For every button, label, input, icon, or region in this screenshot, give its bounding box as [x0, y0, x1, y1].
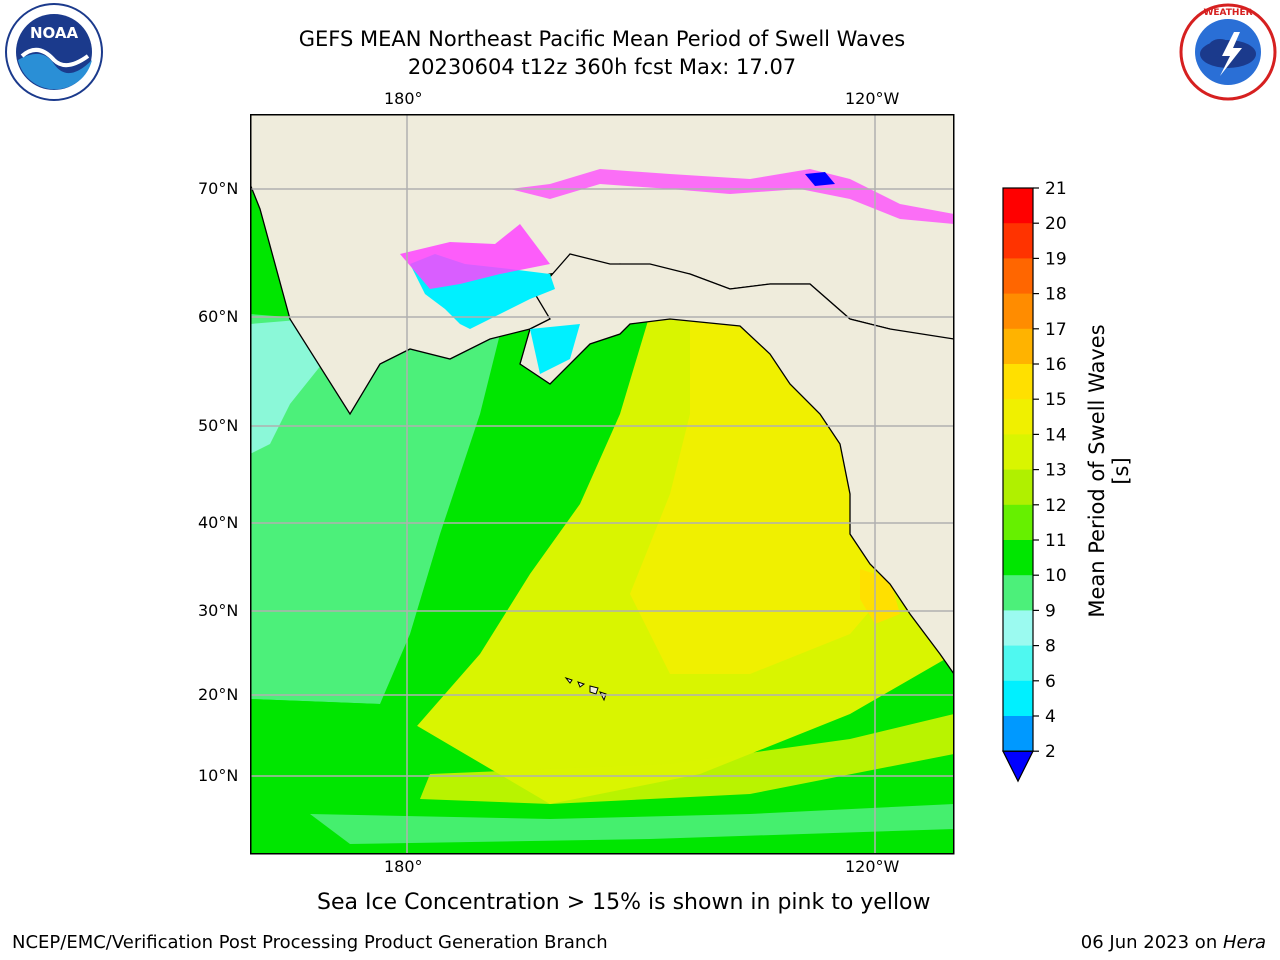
- colorbar-segment: [1003, 645, 1033, 682]
- colorbar-segment: [1003, 540, 1033, 576]
- colorbar-tick-label: 13: [1045, 461, 1067, 481]
- colorbar-tick-label: 2: [1045, 742, 1056, 762]
- colorbar-segment: [1003, 716, 1033, 752]
- equatorial-yellow-band: [420, 714, 954, 804]
- lat-label-60n: 60°N: [198, 307, 239, 326]
- chart-subtitle: 20230604 t12z 360h fcst Max: 17.07: [407, 55, 797, 79]
- lat-label-20n: 20°N: [198, 685, 239, 704]
- colorbar-tick-label: 11: [1045, 531, 1067, 551]
- nws-logo: WEATHER: [1179, 3, 1277, 101]
- lat-label-50n: 50°N: [198, 416, 239, 435]
- lon-label-bottom-120w: 120°W: [845, 857, 900, 876]
- colorbar-tick-label: 21: [1045, 180, 1067, 199]
- colorbar-segment: [1003, 328, 1033, 365]
- lon-label-top-180: 180°: [384, 89, 423, 108]
- sea-ice-edge: [400, 224, 550, 289]
- swell-period-map: [250, 114, 955, 855]
- south-light-band: [310, 804, 954, 844]
- alaska-gulf-cyan: [530, 324, 580, 374]
- colorbar-tick-label: 20: [1045, 214, 1067, 234]
- land-north-america: [519, 253, 954, 676]
- colorbar-tick-label: 14: [1045, 425, 1067, 445]
- arctic-ice-blue: [805, 172, 835, 186]
- colorbar-segment: [1003, 223, 1033, 259]
- colorbar-segment: [1003, 610, 1033, 647]
- colorbar-segment: [1003, 293, 1033, 330]
- west-mid-period-zone: [250, 314, 500, 704]
- colorbar-tick-label: 6: [1045, 672, 1056, 692]
- colorbar-segment: [1003, 575, 1033, 611]
- footer-host: Hera: [1222, 932, 1266, 953]
- hawaii: [564, 676, 607, 702]
- colorbar-segment: [1003, 469, 1033, 506]
- colorbar-tick-label: 8: [1045, 637, 1056, 657]
- colorbar-tick-label: 9: [1045, 601, 1056, 621]
- colorbar-extend-triangle: [1002, 750, 1034, 783]
- cyan-patch-northwest: [250, 319, 330, 454]
- colorbar-label: Mean Period of Swell Waves [s]: [1085, 324, 1133, 618]
- colorbar-segment: [1003, 434, 1033, 471]
- colorbar-segment: [1003, 258, 1033, 295]
- colorbar-tick-label: 17: [1045, 320, 1067, 340]
- svg-text:WEATHER: WEATHER: [1203, 8, 1252, 18]
- lat-label-10n: 10°N: [198, 766, 239, 785]
- colorbar-segment: [1003, 399, 1033, 435]
- lat-label-70n: 70°N: [198, 179, 239, 198]
- colorbar-tick-label: 18: [1045, 285, 1067, 305]
- noaa-logo: NOAA: [5, 3, 103, 101]
- lat-label-40n: 40°N: [198, 513, 239, 532]
- colorbar-tick-label: 19: [1045, 249, 1067, 269]
- graticule: [250, 114, 954, 854]
- colorbar-segment: [1003, 188, 1033, 224]
- chart-title: GEFS MEAN Northeast Pacific Mean Period …: [298, 27, 906, 51]
- colorbar-tick-label: 4: [1045, 707, 1056, 727]
- footer-date: 06 Jun 2023 on: [1080, 932, 1223, 953]
- colorbar-tick-label: 12: [1045, 496, 1067, 516]
- south-green-band: [250, 674, 954, 854]
- colorbar: 21 20 19 18 17 16 15 14 13 12 11 10 9 8 6 4 2: [1002, 180, 1067, 783]
- colorbar-tick-label: 10: [1045, 566, 1067, 586]
- colorbar-tick-label: 16: [1045, 355, 1067, 375]
- lon-label-top-120w: 120°W: [845, 89, 900, 108]
- colorbar-segment: [1003, 364, 1033, 400]
- footer-left: NCEP/EMC/Verification Post Processing Pr…: [12, 932, 608, 953]
- footer-right: 06 Jun 2023 on Hera: [1081, 932, 1266, 953]
- colorbar-segment: [1003, 504, 1033, 541]
- lat-label-30n: 30°N: [198, 601, 239, 620]
- noaa-logo-text: NOAA: [30, 24, 79, 42]
- colorbar-tick-label: 15: [1045, 390, 1067, 410]
- colorbar-segment: [1003, 680, 1033, 717]
- sea-ice-note: Sea Ice Concentration > 15% is shown in …: [317, 890, 931, 915]
- arctic-ice-fringe: [510, 169, 954, 224]
- lon-label-bottom-180: 180°: [384, 857, 423, 876]
- map-frame: [250, 114, 955, 855]
